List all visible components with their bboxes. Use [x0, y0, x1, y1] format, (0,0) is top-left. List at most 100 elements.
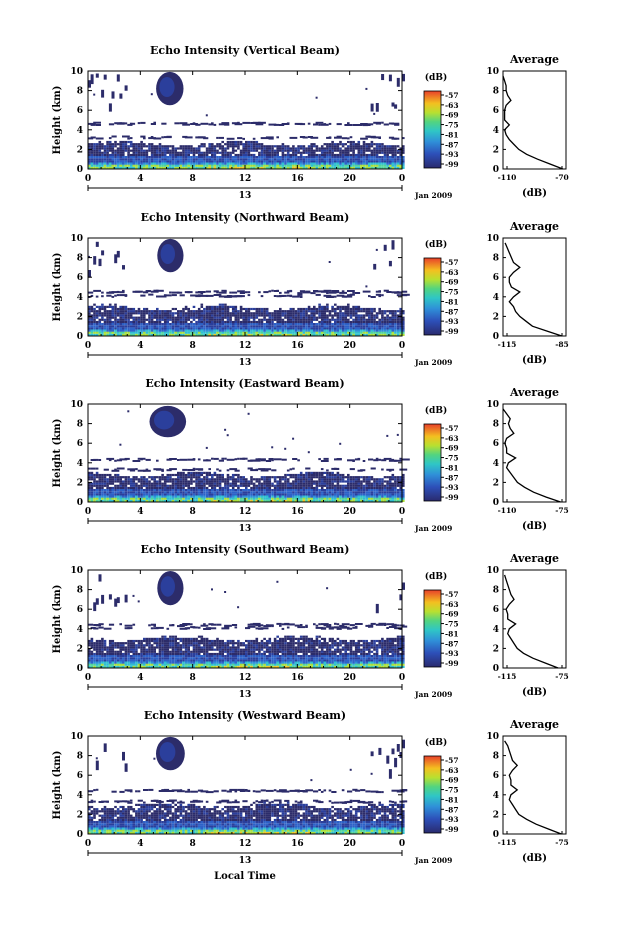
echo-cell: [305, 325, 308, 328]
echo-cell: [378, 166, 381, 169]
echo-cell: [294, 331, 298, 334]
panel-title: Echo Intensity (Eastward Beam): [145, 377, 344, 390]
echo-cell: [234, 323, 238, 326]
echo-cell: [213, 331, 217, 334]
echo-cell: [281, 476, 285, 479]
echo-cell: [132, 325, 136, 328]
echo-cell: [354, 484, 358, 487]
echo-cell: [368, 166, 371, 169]
echo-cell: [263, 145, 266, 148]
echo-cell: [148, 482, 151, 485]
echo-cell: [132, 156, 136, 159]
echo-cell: [368, 162, 371, 165]
echo-cell: [284, 323, 287, 326]
echo-cell: [326, 323, 329, 326]
echo-cell: [265, 156, 269, 159]
echo-cell: [119, 497, 122, 500]
echo-cell: [129, 480, 133, 483]
echo-cell: [127, 493, 130, 496]
echo-cell: [237, 310, 240, 313]
echo-cell: [145, 329, 149, 332]
echo-cell: [216, 158, 219, 161]
echo-cell: [349, 312, 353, 315]
echo-cell: [208, 484, 211, 487]
echo-cell: [388, 489, 392, 492]
echo-cell: [349, 140, 353, 144]
cloud-echo-core: [160, 244, 175, 264]
echo-cell: [334, 497, 337, 500]
echo-cell: [171, 153, 175, 157]
echo-cell: [402, 151, 405, 154]
echo-cell: [399, 331, 402, 334]
echo-cell: [140, 482, 143, 485]
echo-cell: [208, 329, 211, 332]
echo-cell: [268, 329, 272, 332]
echo-cell: [195, 151, 198, 154]
echo-cell: [386, 491, 389, 494]
echo-layer: [132, 122, 136, 125]
echo-cell: [370, 333, 374, 336]
average-profile-line: [502, 75, 564, 170]
echo-cell: [294, 473, 298, 477]
echo-cell: [347, 305, 350, 308]
echo-cell: [365, 312, 368, 315]
echo-cell: [381, 162, 384, 165]
echo-cell: [292, 314, 295, 317]
echo-cell: [213, 325, 217, 328]
echo-cell: [378, 149, 381, 152]
echo-layer: [273, 458, 282, 461]
echo-cell: [276, 316, 279, 319]
echo-cell: [216, 320, 219, 324]
echo-cell: [216, 482, 219, 485]
echo-cell: [307, 153, 311, 157]
echo-cell: [347, 325, 350, 328]
echo-cell: [273, 314, 277, 317]
echo-cell: [347, 151, 350, 154]
echo-cell: [307, 166, 311, 169]
echo-cell: [307, 480, 311, 483]
echo-cell: [166, 316, 170, 319]
echo-cell: [279, 327, 282, 330]
echo-cell: [203, 310, 206, 313]
echo-cell: [357, 323, 361, 326]
echo-cell: [331, 145, 334, 148]
echo-cell: [349, 320, 353, 324]
echo-cell: [334, 166, 337, 169]
echo-cell: [231, 484, 235, 487]
echo-cell: [281, 325, 285, 328]
echo-cell: [381, 480, 384, 483]
echo-speck: [307, 451, 310, 454]
echo-cell: [111, 327, 115, 330]
average-frame: [502, 237, 567, 337]
echo-cell: [192, 323, 196, 326]
echo-cell: [336, 497, 340, 500]
echo-cell: [307, 320, 311, 324]
echo-cell: [326, 310, 329, 313]
echo-cell: [297, 149, 300, 152]
echo-cell: [106, 480, 109, 483]
echo-cell: [294, 323, 298, 326]
echo-cell: [360, 495, 363, 498]
echo-cell: [150, 327, 154, 330]
echo-cell: [391, 325, 395, 328]
x-tick-label: 20: [343, 341, 356, 351]
echo-cell: [271, 145, 274, 148]
echo-cell: [326, 166, 329, 169]
echo-cell: [318, 484, 321, 487]
echo-layer: [179, 294, 185, 297]
echo-cell: [271, 491, 274, 494]
echo-cell: [334, 147, 337, 150]
echo-cell: [161, 162, 164, 165]
echo-cell: [182, 484, 185, 487]
echo-cell: [370, 478, 374, 481]
echo-cell: [171, 162, 175, 165]
echo-cell: [208, 145, 211, 148]
echo-cell: [205, 495, 209, 498]
echo-cell: [349, 493, 353, 496]
echo-cell: [255, 489, 259, 492]
echo-cell: [331, 486, 334, 490]
echo-cell: [370, 331, 374, 334]
echo-cell: [195, 476, 198, 479]
echo-cell: [95, 149, 99, 152]
echo-cell: [310, 320, 313, 324]
